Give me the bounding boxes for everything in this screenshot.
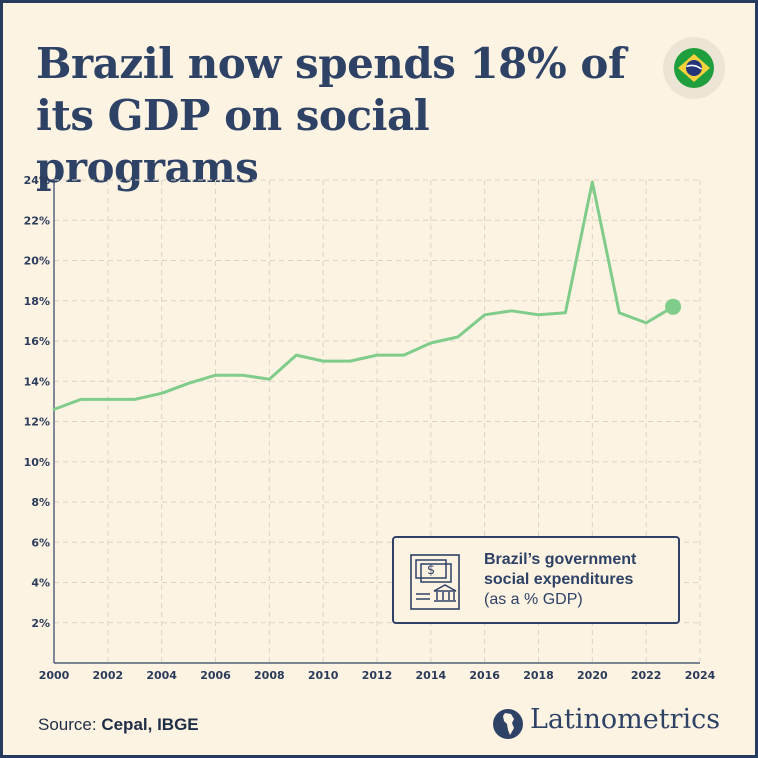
- latin-america-globe-icon: [493, 709, 523, 739]
- x-tick-label: 2016: [469, 669, 500, 682]
- x-tick-label: 2014: [416, 669, 447, 682]
- legend-label: Brazil’s government social expenditures …: [484, 550, 636, 610]
- chart-axes: [53, 180, 700, 664]
- source-value: Cepal, IBGE: [101, 715, 199, 734]
- x-tick-label: 2018: [523, 669, 554, 682]
- legend-line-2: social expenditures: [484, 571, 634, 588]
- y-tick-label: 8%: [31, 496, 50, 509]
- legend-line-1: Brazil’s government: [484, 551, 637, 568]
- x-tick-label: 2002: [93, 669, 124, 682]
- last-data-point: [665, 298, 682, 315]
- legend-line-3: (as a % GDP): [484, 591, 583, 608]
- svg-text:$: $: [427, 563, 435, 578]
- x-tick-label: 2004: [146, 669, 177, 682]
- x-tick-label: 2010: [308, 669, 339, 682]
- x-tick-label: 2006: [200, 669, 231, 682]
- page-title: Brazil now spends 18% of its GDP on soci…: [36, 38, 656, 194]
- x-tick-label: 2024: [685, 669, 716, 682]
- y-tick-label: 12%: [24, 416, 50, 429]
- y-tick-label: 16%: [24, 335, 50, 348]
- tick-labels: 2% 4% 6% 8% 10% 12% 14% 16% 18% 20% 22% 24% 2000 2002…: [24, 174, 716, 682]
- y-tick-label: 4%: [31, 577, 50, 590]
- source-label: Source:: [38, 715, 97, 734]
- title-line-1: Brazil now spends 18% of: [36, 39, 626, 88]
- x-tick-label: 2012: [362, 669, 393, 682]
- title-line-2: its GDP on social programs: [36, 91, 430, 192]
- source-note: Source: Cepal, IBGE: [38, 715, 199, 735]
- y-tick-label: 10%: [24, 456, 50, 469]
- y-tick-label: 6%: [31, 536, 50, 549]
- x-tick-label: 2022: [631, 669, 662, 682]
- money-bank-icon: $: [410, 554, 460, 610]
- y-tick-label: 14%: [24, 375, 50, 388]
- series-layer: [52, 180, 682, 411]
- y-tick-label: 24%: [24, 174, 50, 187]
- y-tick-label: 22%: [24, 214, 50, 227]
- brand-name: Latinometrics: [530, 704, 721, 735]
- y-tick-label: 2%: [31, 617, 50, 630]
- x-tick-label: 2008: [254, 669, 285, 682]
- x-tick-label: 2020: [577, 669, 608, 682]
- x-tick-label: 2000: [39, 669, 70, 682]
- series-line: [52, 180, 675, 411]
- brazil-flag-icon: [663, 37, 725, 99]
- legend-box: $ Brazil’s government social expenditure…: [392, 536, 680, 624]
- y-tick-label: 20%: [24, 255, 50, 268]
- y-tick-label: 18%: [24, 295, 50, 308]
